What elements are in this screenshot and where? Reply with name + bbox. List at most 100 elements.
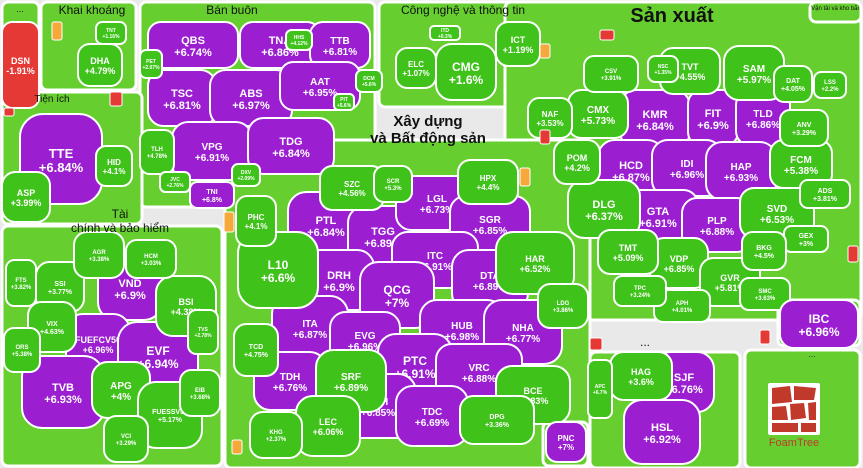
tile-anv[interactable]: ANV+3.29% [779, 109, 829, 147]
tile-nsc[interactable]: NSC+1.35% [647, 55, 679, 83]
tile-shape[interactable] [247, 117, 335, 175]
tile-dxv[interactable]: DXV+2.09% [231, 163, 261, 187]
tile-tdg[interactable]: TDG+6.84% [247, 117, 335, 175]
tile-lec[interactable]: LEC+6.06% [295, 395, 361, 457]
tile-tmt[interactable]: TMT+5.09% [597, 229, 659, 275]
tile-shape[interactable] [553, 139, 601, 185]
tile-tcd[interactable]: TCD+4.75% [233, 323, 279, 377]
tile-shape[interactable] [233, 323, 279, 377]
tile-ttb[interactable]: TTB+6.81% [309, 21, 371, 69]
tile-phc[interactable]: PHC+4.1% [235, 195, 277, 247]
tile-hhs[interactable]: HHS+4.12% [285, 29, 313, 51]
tile-tnt[interactable]: TNT+1.16% [95, 21, 127, 45]
tile-eib[interactable]: EIB+3.68% [179, 369, 221, 417]
tile-csv[interactable]: CSV+3.91% [583, 55, 639, 93]
tile-pom[interactable]: POM+4.2% [553, 139, 601, 185]
tile-hag[interactable]: HAG+3.6% [609, 351, 673, 401]
tile-shape[interactable] [495, 21, 541, 67]
tile-shape[interactable] [779, 299, 859, 349]
tile-shape[interactable] [1, 21, 40, 109]
tile-shape[interactable] [813, 71, 847, 99]
tile-shape[interactable] [285, 29, 313, 51]
tile-agr[interactable]: AGR+3.38% [73, 231, 125, 279]
tile-shape[interactable] [235, 195, 277, 247]
tile-har[interactable]: HAR+6.52% [495, 231, 575, 295]
tile-dpg[interactable]: DPG+3.36% [459, 395, 535, 445]
tile-tni[interactable]: TNI+6.8% [189, 181, 235, 209]
tile-shape[interactable] [647, 55, 679, 83]
tile-shape[interactable] [249, 411, 303, 459]
tile-shape[interactable] [773, 65, 813, 103]
tile-shape[interactable] [95, 145, 133, 187]
tile-dsn[interactable]: DSN-1.91% [1, 21, 40, 109]
tile-shape[interactable] [189, 181, 235, 209]
tile-shape[interactable] [799, 179, 851, 209]
tile-tpc[interactable]: TPC+3.24% [613, 275, 667, 307]
tile-shape[interactable] [597, 229, 659, 275]
tile-vci[interactable]: VCI+3.29% [103, 415, 149, 463]
tile-shape[interactable] [139, 49, 163, 79]
tile-shape[interactable] [179, 369, 221, 417]
tile-tvs[interactable]: TVS+2.78% [187, 309, 219, 355]
tile-shape[interactable] [739, 277, 791, 311]
tile-dha[interactable]: DHA+4.79% [77, 43, 123, 87]
tile-dat[interactable]: DAT+4.05% [773, 65, 813, 103]
tile-scr[interactable]: SCR+5.3% [373, 165, 413, 203]
tile-ibc[interactable]: IBC+6.96% [779, 299, 859, 349]
tile-tlh[interactable]: TLH+4.78% [139, 129, 175, 175]
tile-ads[interactable]: ADS+3.81% [799, 179, 851, 209]
tile-ors[interactable]: ORS+5.38% [3, 327, 41, 373]
tile-shape[interactable] [537, 283, 589, 329]
tile-ldg[interactable]: LDG+3.86% [537, 283, 589, 329]
tile-shape[interactable] [147, 21, 239, 69]
tile-ict[interactable]: ICT+1.19% [495, 21, 541, 67]
tile-smc[interactable]: SMC+3.63% [739, 277, 791, 311]
tile-shape[interactable] [741, 231, 787, 271]
tile-shape[interactable] [159, 171, 191, 193]
tile-shape[interactable] [187, 309, 219, 355]
tile-shape[interactable] [429, 25, 461, 41]
tile-pnc[interactable]: PNC+7% [545, 421, 587, 463]
tile-shape[interactable] [103, 415, 149, 463]
tile-shape[interactable] [3, 327, 41, 373]
tile-fts[interactable]: FTS+3.82% [5, 259, 37, 307]
tile-hpx[interactable]: HPX+4.4% [457, 159, 519, 205]
tile-itd[interactable]: ITD+0.3% [429, 25, 461, 41]
tile-shape[interactable] [73, 231, 125, 279]
tile-shape[interactable] [587, 359, 613, 419]
tile-shape[interactable] [5, 259, 37, 307]
tile-lss[interactable]: LSS+2.2% [813, 71, 847, 99]
tile-hcm[interactable]: HCM+3.03% [125, 239, 177, 279]
tile-shape[interactable] [545, 421, 587, 463]
tile-shape[interactable] [373, 165, 413, 203]
tile-pit[interactable]: PIT+5.6% [333, 93, 355, 111]
tile-shape[interactable] [613, 275, 667, 307]
tile-asp[interactable]: ASP+3.99% [1, 171, 51, 223]
tile-shape[interactable] [583, 55, 639, 93]
tile-gex[interactable]: GEX+3% [783, 225, 829, 253]
tile-shape[interactable] [1, 171, 51, 223]
tile-cmg[interactable]: CMG+1.6% [435, 43, 497, 101]
tile-shape[interactable] [139, 129, 175, 175]
tile-aph[interactable]: APH+4.01% [653, 289, 711, 323]
tile-pet[interactable]: PET+2.07% [139, 49, 163, 79]
tile-dcm[interactable]: DCM+5.6% [355, 69, 383, 93]
tile-tvb[interactable]: TVB+6.93% [21, 355, 105, 429]
tile-elc[interactable]: ELC+1.07% [395, 47, 437, 89]
tile-l10[interactable]: L10+6.6% [237, 231, 319, 309]
tile-cmx[interactable]: CMX+5.73% [567, 89, 629, 139]
tile-bkg[interactable]: BKG+4.5% [741, 231, 787, 271]
tile-shape[interactable] [237, 231, 319, 309]
tile-shape[interactable] [779, 109, 829, 147]
tile-shape[interactable] [457, 159, 519, 205]
tile-tdc[interactable]: TDC+6.69% [395, 385, 469, 447]
tile-jvc[interactable]: JVC+2.76% [159, 171, 191, 193]
tile-hid[interactable]: HID+4.1% [95, 145, 133, 187]
tile-hsl[interactable]: HSL+6.92% [623, 399, 701, 465]
tile-shape[interactable] [333, 93, 355, 111]
tile-shape[interactable] [95, 21, 127, 45]
tile-shape[interactable] [125, 239, 177, 279]
tile-shape[interactable] [395, 47, 437, 89]
tile-shape[interactable] [231, 163, 261, 187]
tile-qbs[interactable]: QBS+6.74% [147, 21, 239, 69]
